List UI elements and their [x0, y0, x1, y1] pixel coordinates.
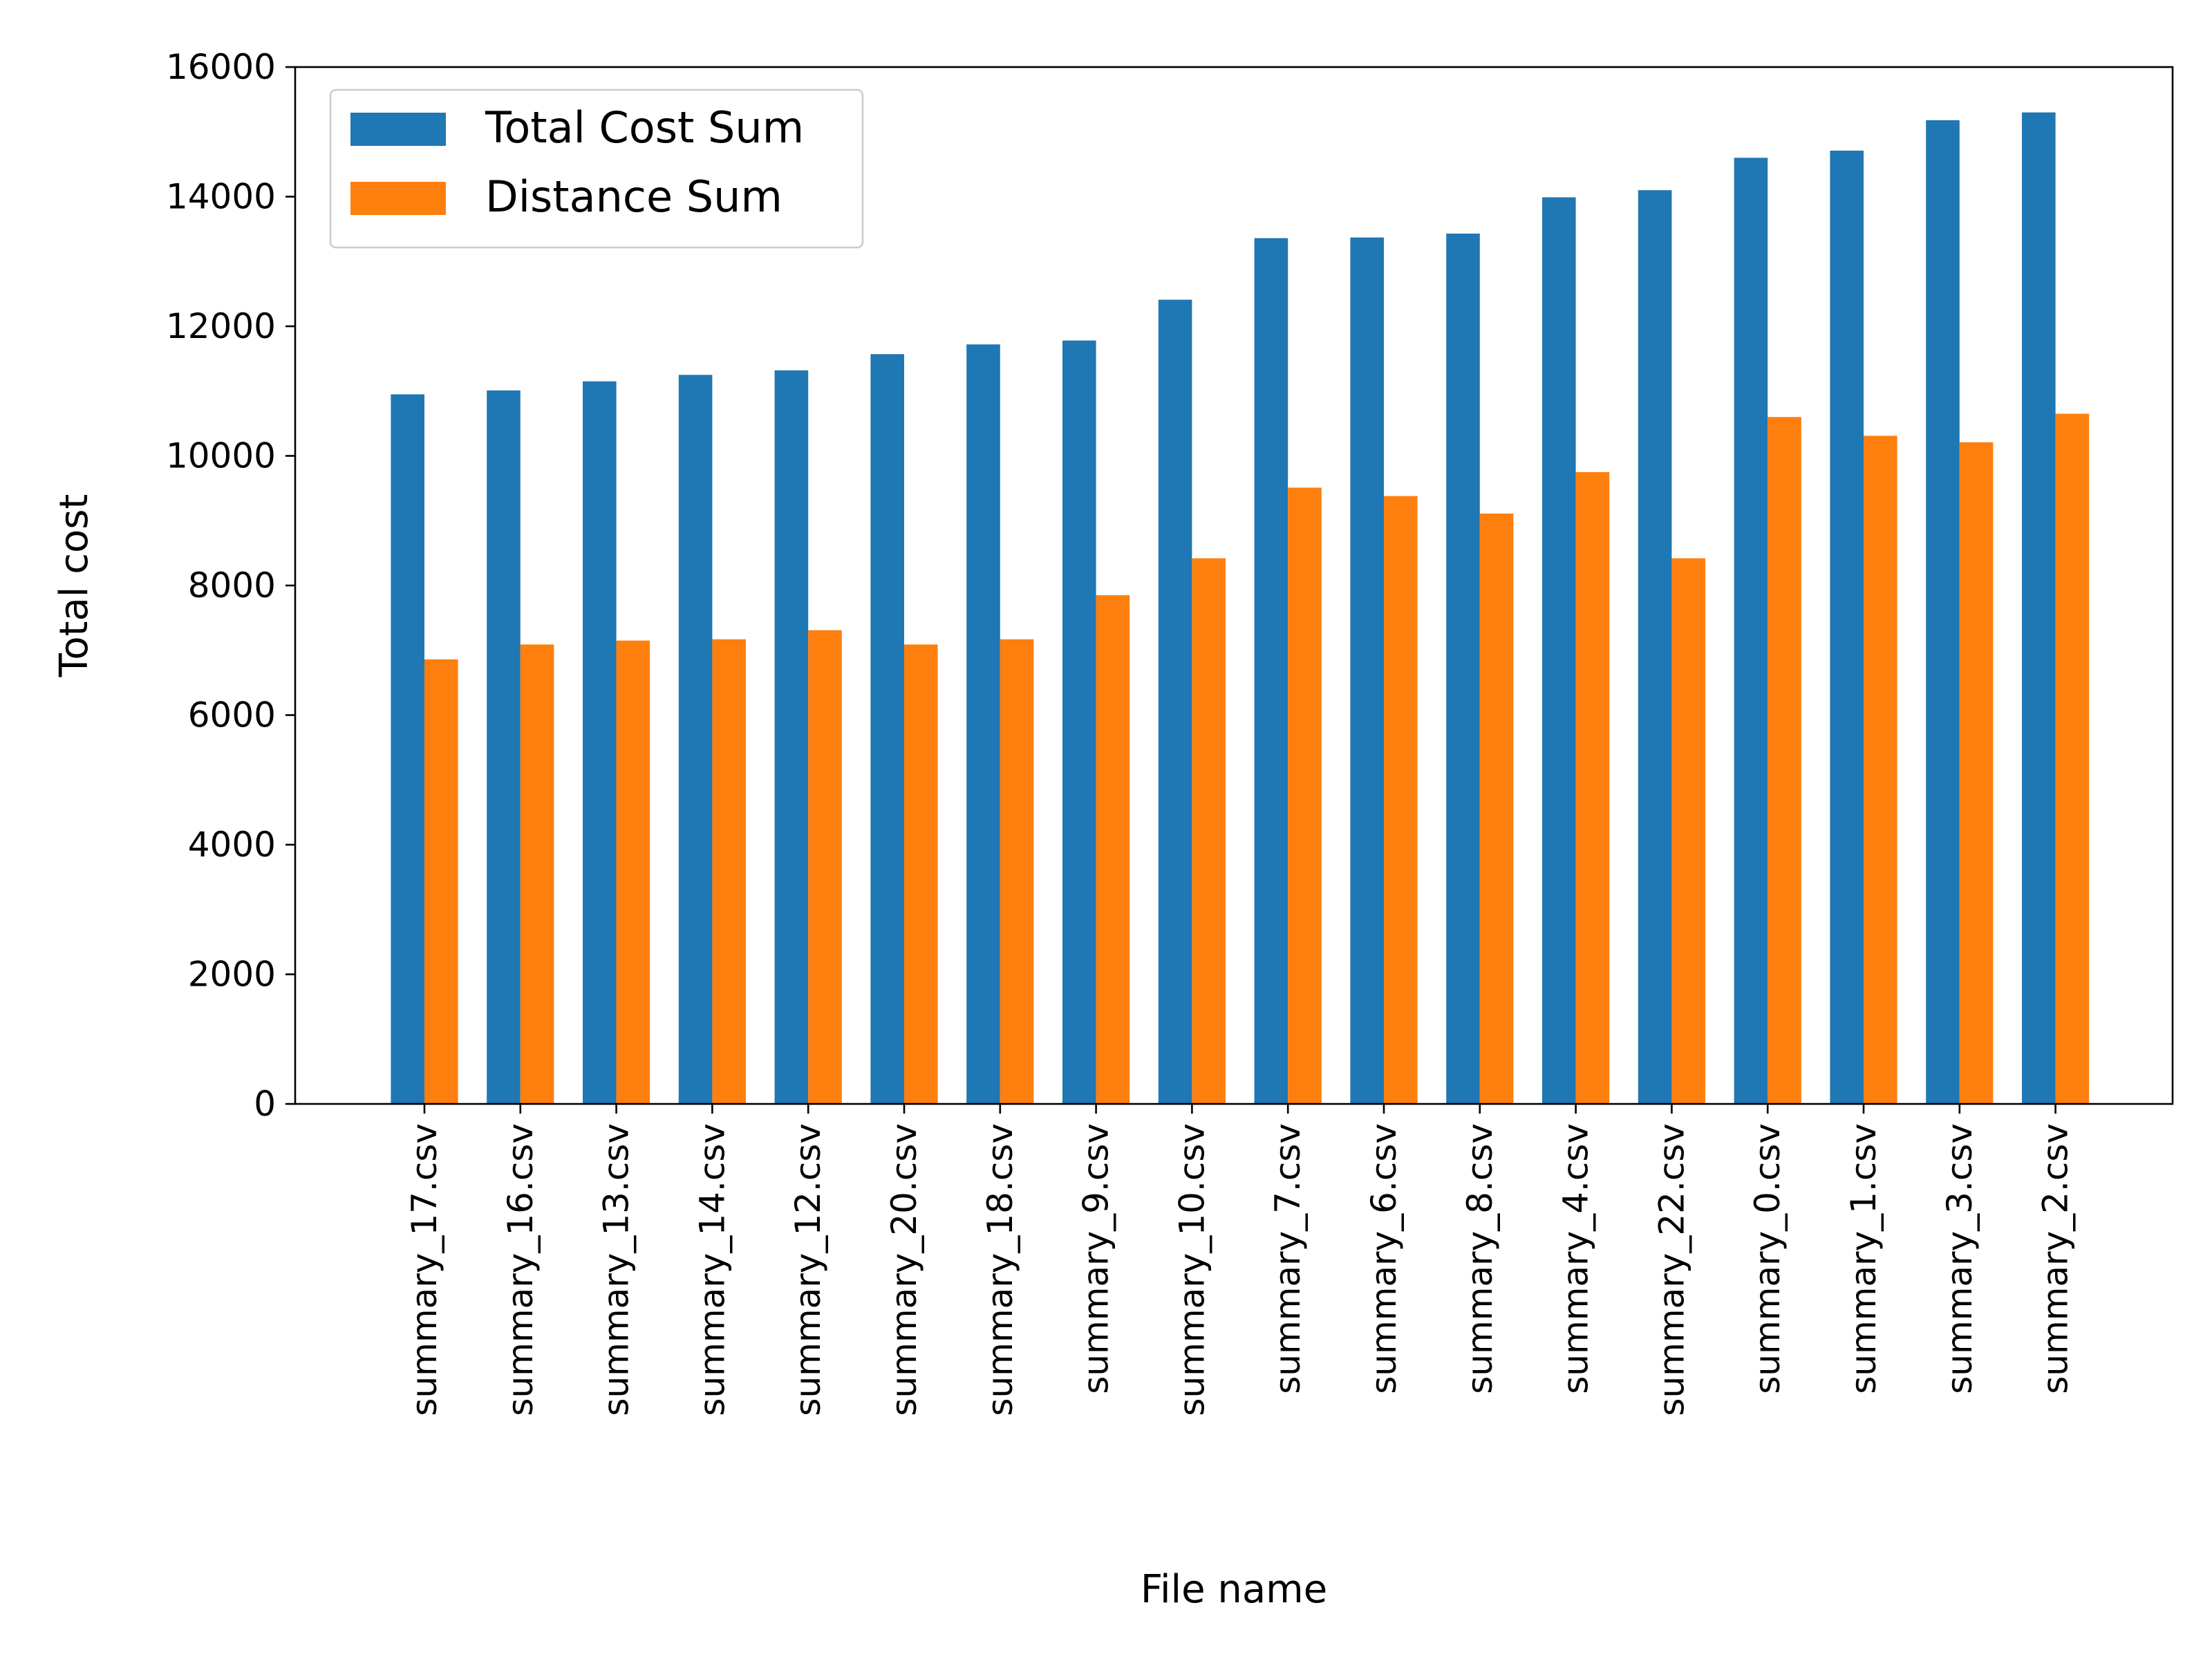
labels-layer: 0 2000 4000 6000 8000 10000 12000 14000 16000 sum…: [52, 47, 2076, 1612]
bar-distance-8: [1192, 558, 1226, 1104]
bar-total-cost-12: [1542, 197, 1576, 1104]
bar-total-cost-2: [583, 381, 617, 1104]
x-tick-label: summary_7.csv: [1268, 1123, 1308, 1394]
y-tick-label: 10000: [166, 436, 276, 476]
bar-distance-14: [1768, 417, 1801, 1104]
bar-total-cost-1: [487, 390, 521, 1104]
bar-total-cost-16: [1926, 120, 1960, 1104]
x-tick-label: summary_22.csv: [1651, 1123, 1691, 1416]
y-tick-label: 14000: [166, 177, 276, 217]
bar-total-cost-3: [678, 375, 713, 1104]
bar-distance-12: [1575, 471, 1610, 1104]
x-tick-label: summary_3.csv: [1940, 1123, 1980, 1394]
bar-total-cost-10: [1350, 237, 1384, 1104]
bar-distance-13: [1671, 558, 1705, 1104]
x-tick-label: summary_1.csv: [1844, 1123, 1884, 1394]
y-tick-label: 12000: [166, 306, 276, 346]
bar-total-cost-7: [1062, 340, 1096, 1104]
x-tick-label: summary_14.csv: [692, 1123, 732, 1416]
x-tick-label: summary_18.csv: [980, 1123, 1020, 1416]
x-tick-label: summary_13.csv: [597, 1123, 637, 1416]
axes-layer: [285, 66, 2174, 1114]
y-axis-label: Total cost: [52, 494, 97, 678]
bar-distance-3: [712, 639, 746, 1104]
legend-swatch-1: [350, 182, 446, 215]
legend-label-1: Distance Sum: [485, 171, 782, 222]
y-tick-label: 0: [254, 1084, 276, 1124]
bar-distance-7: [1096, 595, 1130, 1104]
y-tick-label: 4000: [188, 825, 276, 865]
bar-total-cost-5: [870, 354, 904, 1104]
bar-total-cost-8: [1158, 299, 1192, 1104]
bar-total-cost-9: [1254, 238, 1288, 1104]
x-axis-label: File name: [1141, 1567, 1327, 1612]
bar-distance-16: [1959, 442, 1994, 1104]
legend-box: [329, 88, 864, 249]
bar-distance-0: [424, 659, 458, 1104]
bars-layer: [391, 112, 2090, 1104]
legend-swatch-0: [350, 113, 446, 146]
legend-label-0: Total Cost Sum: [485, 102, 804, 153]
bar-distance-17: [2055, 413, 2090, 1104]
y-tick-label: 2000: [188, 955, 276, 995]
x-tick-label: summary_12.csv: [788, 1123, 828, 1416]
y-tick-label: 16000: [166, 47, 276, 87]
bar-total-cost-17: [2022, 112, 2056, 1104]
x-tick-label: summary_2.csv: [2036, 1123, 2076, 1394]
bar-distance-1: [520, 644, 554, 1104]
x-tick-label: summary_0.csv: [1747, 1123, 1788, 1394]
bar-distance-15: [1864, 435, 1897, 1104]
bar-total-cost-14: [1734, 158, 1768, 1104]
bar-distance-4: [808, 630, 842, 1104]
bar-distance-9: [1288, 487, 1322, 1104]
x-tick-label: summary_6.csv: [1364, 1123, 1404, 1394]
x-tick-label: summary_8.csv: [1460, 1123, 1500, 1394]
bar-total-cost-15: [1830, 150, 1864, 1104]
bar-total-cost-0: [391, 394, 424, 1104]
bar-total-cost-13: [1638, 190, 1672, 1104]
bar-distance-2: [616, 640, 650, 1104]
bar-total-cost-11: [1446, 233, 1480, 1104]
legend: Total Cost Sum Distance Sum: [329, 88, 864, 249]
x-tick-label: summary_9.csv: [1076, 1123, 1116, 1394]
bar-distance-10: [1384, 496, 1418, 1104]
bar-distance-6: [1000, 639, 1034, 1104]
bar-distance-11: [1479, 513, 1514, 1104]
x-tick-label: summary_10.csv: [1172, 1123, 1212, 1416]
bar-total-cost-6: [966, 344, 1000, 1104]
x-tick-label: summary_20.csv: [884, 1123, 924, 1416]
y-tick-label: 6000: [188, 695, 276, 735]
x-tick-label: summary_17.csv: [404, 1123, 444, 1416]
bar-total-cost-4: [774, 370, 809, 1104]
x-tick-label: summary_16.csv: [500, 1123, 541, 1416]
y-tick-label: 8000: [188, 565, 276, 606]
bar-distance-5: [904, 644, 938, 1104]
x-tick-label: summary_4.csv: [1556, 1123, 1596, 1394]
